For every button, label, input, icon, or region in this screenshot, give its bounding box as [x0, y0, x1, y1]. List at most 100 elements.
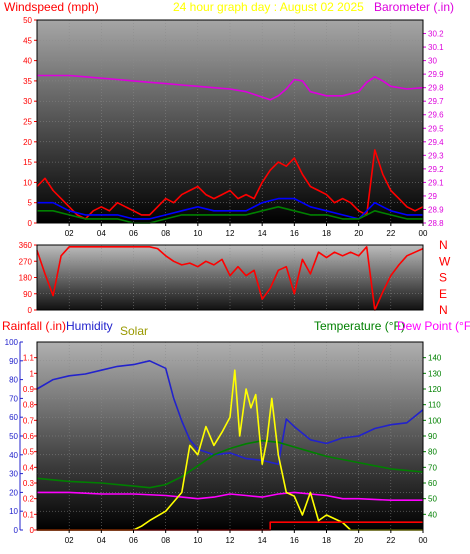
temperature-line [36, 439, 424, 489]
y2-tick-label: 28.9 [428, 205, 444, 214]
x-tick-label: 12 [226, 229, 235, 238]
y2-tick-label: 29.3 [428, 151, 444, 160]
y2-tick-label: 130 [428, 369, 442, 378]
humidity-tick-label: 50 [9, 432, 18, 441]
y2-tick-label: 70 [428, 463, 437, 472]
x-tick-label: 16 [290, 229, 299, 238]
gridlines [37, 19, 423, 531]
x-tick-label: 06 [129, 229, 138, 238]
compass-label: W [439, 254, 451, 268]
y2-tick-label: 120 [428, 385, 442, 394]
x-tick-label: 18 [322, 536, 331, 545]
wind-gust-line [36, 149, 424, 220]
humidity-tick-label: 70 [9, 394, 18, 403]
humidity-tick-label: 60 [9, 413, 18, 422]
x-tick-label: 22 [386, 229, 395, 238]
y-tick-label: 35 [23, 77, 32, 86]
y-tick-label: 25 [23, 118, 32, 127]
y-tick-label: 0.2 [23, 495, 35, 504]
y2-tick-label: 29 [428, 192, 437, 201]
x-tick-label: 10 [193, 536, 202, 545]
x-tick-label: 02 [65, 229, 74, 238]
dewpoint-line [37, 491, 423, 502]
y-tick-label: 0.1 [23, 510, 35, 519]
y-tick-label: 270 [19, 257, 33, 266]
y2-tick-label: 110 [428, 401, 441, 410]
y2-tick-label: 29.2 [428, 165, 444, 174]
chart-title: 24 hour graph day : August 02 2025 [173, 0, 364, 14]
y-tick-label: 0 [30, 526, 35, 535]
compass-label: N [439, 238, 448, 252]
x-tick-label: 16 [290, 536, 299, 545]
x-tick-label: 22 [386, 536, 395, 545]
y-tick-label: 0.6 [23, 432, 35, 441]
y2-tick-label: 29.8 [428, 84, 444, 93]
solar-line [37, 369, 423, 531]
x-tick-label: 08 [161, 536, 170, 545]
dewpoint-axis-label: Dew Point (°F) [397, 319, 470, 333]
y-tick-label: 40 [23, 57, 32, 66]
y2-tick-label: 30.2 [428, 30, 444, 39]
axis-layer: 0510152025303540455028.828.92929.129.229… [5, 16, 451, 545]
y2-tick-label: 29.1 [428, 178, 444, 187]
wind-direction-line [36, 246, 424, 311]
humidity-tick-label: 10 [9, 507, 18, 516]
humidity-tick-label: 20 [9, 488, 18, 497]
y-tick-label: 0.7 [23, 416, 35, 425]
humidity-line [36, 359, 424, 466]
y-tick-label: 0 [28, 219, 33, 228]
x-tick-label: 14 [258, 229, 267, 238]
series-layer [36, 74, 424, 531]
x-tick-label: 02 [65, 536, 74, 545]
solar-axis-label: Solar [120, 324, 148, 338]
y-tick-label: 1 [30, 369, 35, 378]
y2-tick-label: 90 [428, 432, 437, 441]
y-tick-label: 360 [19, 241, 33, 250]
humidity-tick-label: 0 [14, 526, 19, 535]
wind-avg-line [37, 206, 423, 224]
y-tick-label: 1.1 [23, 354, 35, 363]
x-tick-label: 04 [97, 536, 106, 545]
y2-tick-label: 30 [428, 57, 437, 66]
panel-border [36, 244, 424, 311]
x-tick-label: 04 [97, 229, 106, 238]
x-tick-label: 00 [419, 536, 428, 545]
y2-tick-label: 30.1 [428, 43, 444, 52]
y-tick-label: 0.4 [23, 463, 35, 472]
y2-tick-label: 60 [428, 479, 437, 488]
y2-tick-label: 29.4 [428, 138, 444, 147]
humidity-tick-label: 100 [5, 338, 19, 347]
wind-axis-label: Windspeed (mph) [4, 0, 99, 14]
y-tick-label: 0.3 [23, 479, 35, 488]
x-tick-label: 10 [193, 229, 202, 238]
rainfall-axis-label: Rainfall (.in) [2, 319, 66, 333]
y2-tick-label: 50 [428, 495, 437, 504]
y2-tick-label: 28.8 [428, 219, 444, 228]
compass-label: E [439, 287, 447, 301]
y-tick-label: 180 [19, 274, 33, 283]
y2-tick-label: 29.7 [428, 97, 444, 106]
y-tick-label: 50 [23, 16, 32, 25]
y-tick-label: 90 [23, 290, 32, 299]
y2-tick-label: 40 [428, 510, 437, 519]
compass-label: N [439, 303, 448, 317]
humidity-tick-label: 80 [9, 376, 18, 385]
y-tick-label: 20 [23, 138, 32, 147]
x-tick-label: 12 [226, 536, 235, 545]
y-tick-label: 0.5 [23, 448, 35, 457]
y-tick-label: 0 [28, 306, 33, 315]
y2-tick-label: 100 [428, 416, 442, 425]
humidity-tick-label: 90 [9, 357, 18, 366]
y2-tick-label: 80 [428, 448, 437, 457]
y-tick-label: 0.9 [23, 385, 35, 394]
barometer-axis-label: Barometer (.in) [374, 0, 454, 14]
y2-tick-label: 29.5 [428, 124, 444, 133]
panel-border [36, 341, 424, 531]
compass-label: S [439, 271, 447, 285]
y2-tick-label: 29.9 [428, 70, 444, 79]
y-tick-label: 15 [23, 158, 32, 167]
y2-tick-label: 29.6 [428, 111, 444, 120]
humidity-axis-label: Humidity [66, 319, 113, 333]
humidity-tick-label: 30 [9, 470, 18, 479]
